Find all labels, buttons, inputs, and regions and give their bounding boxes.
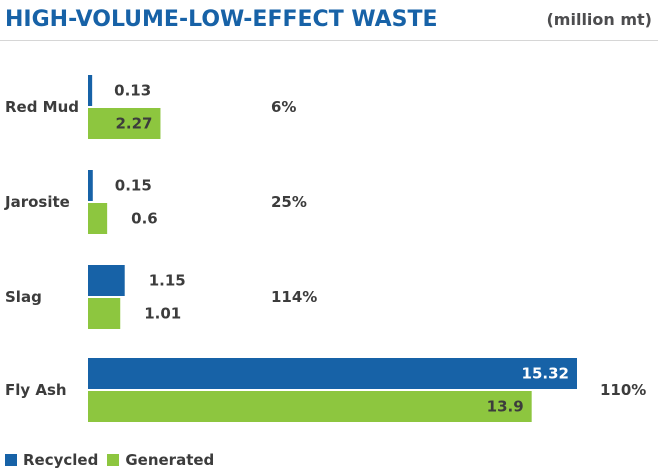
legend-swatch-generated bbox=[107, 454, 120, 466]
value-label-generated-red-mud: 2.27 bbox=[115, 115, 152, 133]
category-label-slag: Slag bbox=[5, 288, 42, 306]
title-divider bbox=[0, 40, 658, 41]
percent-label-jarosite: 25% bbox=[271, 193, 307, 211]
bar-chart: Red Mud 0.13 2.27 6% Jarosite 0.15 0.6 25% Slag 1… bbox=[4, 75, 646, 422]
bar-generated-slag bbox=[88, 298, 121, 329]
legend-swatch-recycled bbox=[5, 454, 17, 466]
bar-recycled-slag bbox=[88, 265, 125, 296]
percent-label-slag: 114% bbox=[271, 288, 317, 306]
value-label-recycled-slag: 1.15 bbox=[149, 272, 186, 290]
unit-label: (million mt) bbox=[546, 10, 652, 29]
percent-label-fly-ash: 110% bbox=[600, 381, 646, 399]
bar-recycled-fly-ash bbox=[88, 358, 577, 389]
bar-recycled-red-mud bbox=[88, 75, 93, 106]
bar-generated-fly-ash bbox=[88, 391, 532, 422]
value-label-generated-jarosite: 0.6 bbox=[131, 210, 158, 228]
value-label-generated-fly-ash: 13.9 bbox=[487, 398, 524, 416]
legend-label-generated: Generated bbox=[125, 451, 215, 469]
chart-title: HIGH-VOLUME-LOW-EFFECT WASTE bbox=[5, 7, 438, 32]
percent-label-red-mud: 6% bbox=[271, 98, 296, 116]
value-label-generated-slag: 1.01 bbox=[144, 305, 181, 323]
legend: Recycled Generated bbox=[5, 450, 223, 470]
bar-generated-red-mud bbox=[88, 108, 161, 139]
category-label-fly-ash: Fly Ash bbox=[5, 381, 67, 399]
legend-label-recycled: Recycled bbox=[23, 451, 99, 469]
value-label-recycled-fly-ash: 15.32 bbox=[522, 365, 569, 383]
category-label-jarosite: Jarosite bbox=[4, 193, 70, 211]
value-label-recycled-jarosite: 0.15 bbox=[115, 177, 152, 195]
category-label-red-mud: Red Mud bbox=[5, 98, 79, 116]
value-label-recycled-red-mud: 0.13 bbox=[114, 82, 151, 100]
bar-generated-jarosite bbox=[88, 203, 108, 234]
bar-recycled-jarosite bbox=[88, 170, 93, 201]
